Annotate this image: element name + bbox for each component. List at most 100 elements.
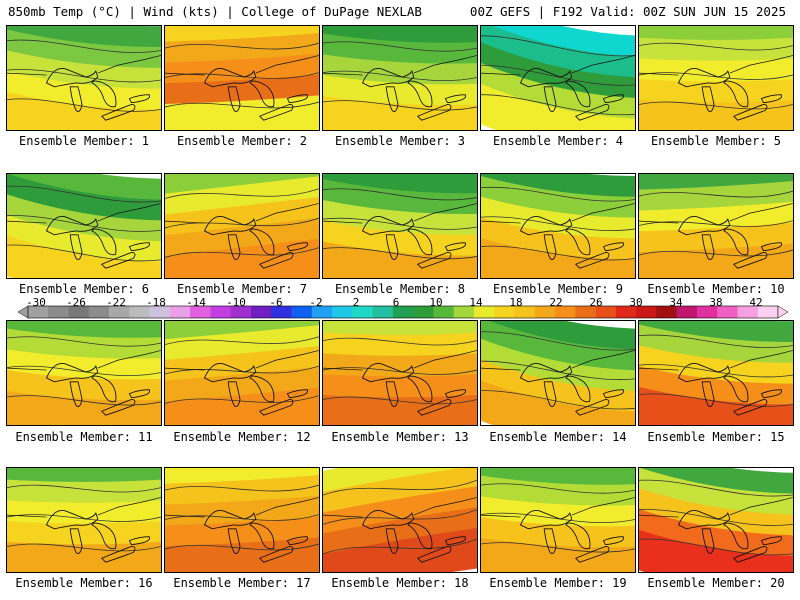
- border-line: [165, 350, 319, 371]
- colorbar-segment: [129, 306, 150, 318]
- border-line: [7, 497, 161, 518]
- ensemble-member-5-panel: [638, 25, 794, 131]
- temperature-band: [481, 83, 635, 130]
- height-contour: [165, 484, 319, 492]
- great-lakes-outline: [519, 363, 624, 416]
- colorbar-segment: [109, 306, 130, 318]
- ensemble-member-15-label: Ensemble Member: 15: [647, 430, 785, 444]
- height-contour: [323, 479, 477, 496]
- colorbar-segment: [494, 306, 515, 318]
- height-contour: [481, 512, 635, 523]
- temperature-band: [323, 395, 477, 425]
- ensemble-member-13-panel: [322, 320, 478, 426]
- colorbar-segment: [555, 306, 576, 318]
- temperature-band: [639, 243, 793, 278]
- colorbar-segment: [575, 306, 596, 318]
- ensemble-member-8-panel: [322, 173, 478, 279]
- colorbar-tick-label: -14: [186, 296, 206, 309]
- ensemble-member-7-label: Ensemble Member: 7: [176, 282, 308, 296]
- ensemble-member-10-panel: [638, 173, 794, 279]
- temperature-band: [639, 529, 793, 572]
- ensemble-member-2-label: Ensemble Member: 2: [176, 134, 308, 148]
- great-lakes-outline: [677, 363, 782, 416]
- colorbar-tick-label: -10: [226, 296, 246, 309]
- height-contour: [481, 360, 635, 380]
- colorbar-tick-label: 30: [629, 296, 643, 309]
- height-contour: [165, 365, 319, 375]
- temperature-band: [481, 380, 635, 425]
- temperature-band: [165, 387, 319, 425]
- height-contour: [7, 514, 161, 522]
- temperature-band: [639, 386, 793, 425]
- border-line: [165, 497, 319, 518]
- temperature-band: [323, 95, 477, 130]
- header-left-title: 850mb Temp (°C) | Wind (kts) | College o…: [8, 4, 422, 19]
- colorbar-segment: [149, 306, 171, 318]
- height-contour: [639, 72, 793, 80]
- ensemble-member-11-panel: [6, 320, 162, 426]
- height-contour: [481, 331, 635, 351]
- border-line: [639, 203, 793, 224]
- colorbar-segment: [433, 306, 454, 318]
- border-line: [323, 350, 477, 371]
- great-lakes-outline: [203, 510, 308, 563]
- colorbar-tick-label: 6: [392, 296, 400, 309]
- height-contour: [7, 365, 161, 376]
- temperature-band: [165, 537, 319, 572]
- border-line: [481, 203, 635, 224]
- ensemble-member-15-panel: [638, 320, 794, 426]
- colorbar-segment: [392, 306, 414, 318]
- ensemble-member-12-label: Ensemble Member: 12: [173, 430, 311, 444]
- ensemble-member-10-label: Ensemble Member: 10: [647, 282, 785, 296]
- height-contour: [481, 64, 635, 86]
- ensemble-member-9-panel: [480, 173, 636, 279]
- ensemble-member-13-label: Ensemble Member: 13: [331, 430, 469, 444]
- colorbar-tick-label: -6: [269, 296, 283, 309]
- colorbar-segment: [717, 306, 738, 318]
- colorbar-segment: [169, 306, 191, 318]
- colorbar-tick-label: -22: [106, 296, 126, 309]
- height-contour: [639, 42, 793, 51]
- great-lakes-outline: [677, 216, 782, 269]
- height-contour: [639, 509, 793, 526]
- colorbar-right-arrow: [777, 305, 788, 319]
- ensemble-member-18-panel: [322, 467, 478, 573]
- temperature-colorbar: [18, 305, 788, 319]
- colorbar-tick-label: 26: [589, 296, 603, 309]
- colorbar-tick-label: -18: [146, 296, 166, 309]
- height-contour: [7, 484, 161, 493]
- border-line: [165, 55, 319, 76]
- temperature-band: [7, 390, 161, 425]
- great-lakes-outline: [519, 216, 624, 269]
- height-contour: [165, 188, 319, 199]
- great-lakes-outline: [203, 216, 308, 269]
- header-right-title: 00Z GEFS | F192 Valid: 00Z SUN JUN 15 20…: [469, 4, 786, 19]
- height-contour: [165, 336, 319, 345]
- height-contour: [323, 217, 477, 230]
- great-lakes-outline: [519, 510, 624, 563]
- colorbar-segment: [595, 306, 617, 318]
- height-contour: [639, 479, 793, 497]
- great-lakes-outline: [45, 363, 150, 416]
- height-contour: [7, 39, 161, 53]
- great-lakes-outline: [203, 363, 308, 416]
- border-line: [639, 497, 793, 518]
- height-contour: [7, 185, 161, 203]
- colorbar-tick-label: 38: [709, 296, 723, 309]
- border-line: [323, 55, 477, 76]
- colorbar-segment: [696, 306, 718, 318]
- temperature-band: [7, 235, 161, 278]
- temperature-band: [165, 238, 319, 278]
- temperature-band: [323, 528, 477, 572]
- ensemble-member-16-panel: [6, 467, 162, 573]
- colorbar-tick-label: 10: [429, 296, 443, 309]
- great-lakes-outline: [677, 68, 782, 121]
- height-contour: [639, 190, 793, 198]
- ensemble-member-17-panel: [164, 467, 320, 573]
- height-contour: [7, 69, 161, 83]
- colorbar-tick-label: -30: [26, 296, 46, 309]
- border-line: [481, 350, 635, 371]
- great-lakes-outline: [519, 68, 624, 121]
- ensemble-member-6-panel: [6, 173, 162, 279]
- colorbar-tick-label: 18: [509, 296, 523, 309]
